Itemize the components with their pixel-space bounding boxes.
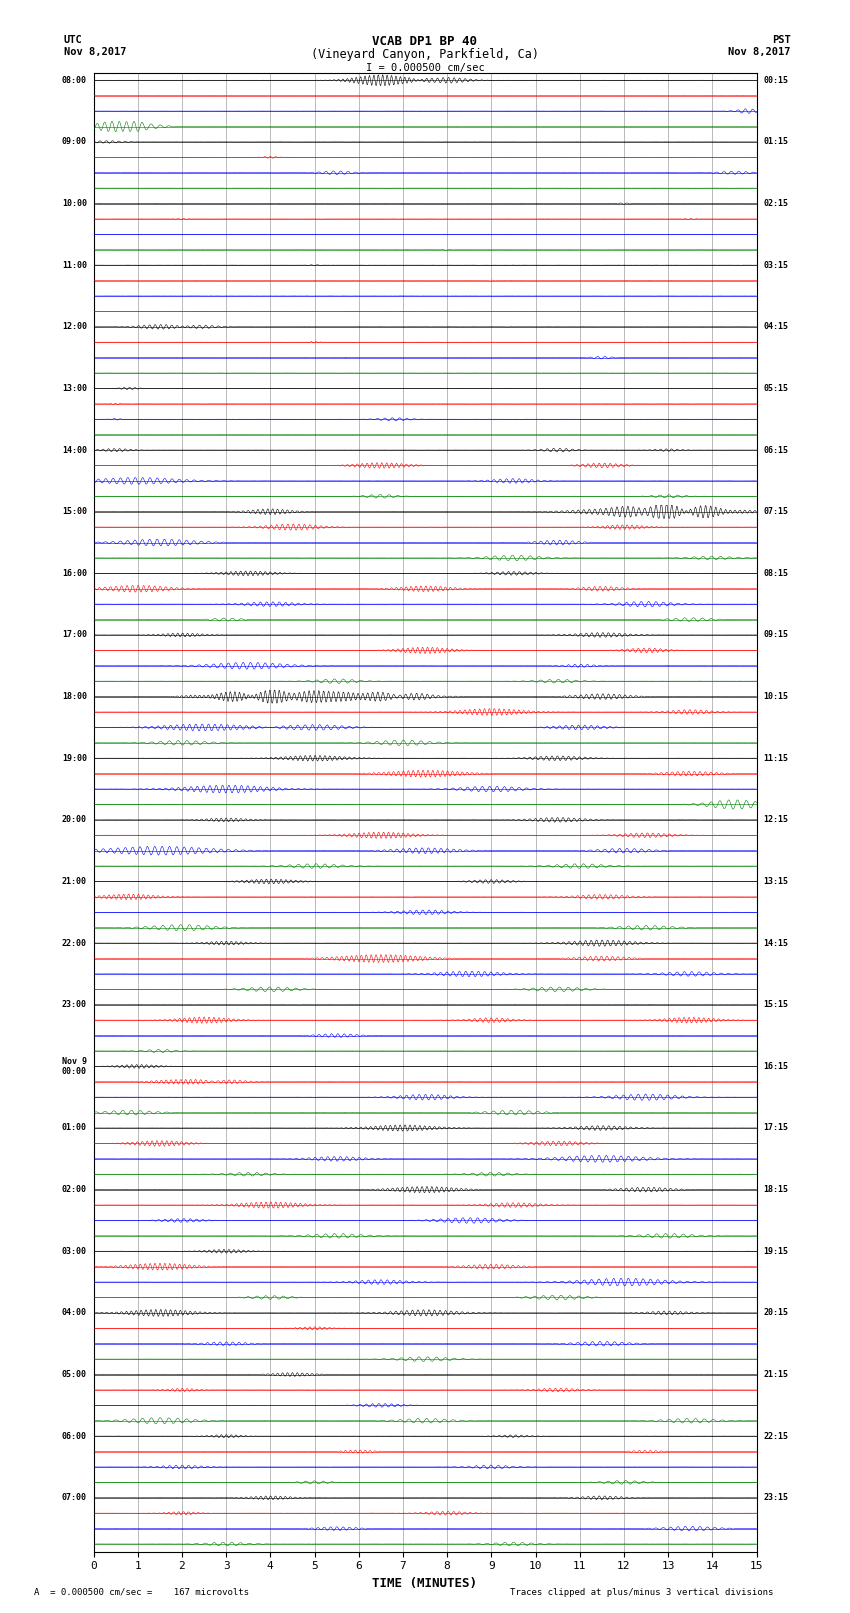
Text: 01:00: 01:00 [62, 1124, 87, 1132]
Text: 14:15: 14:15 [763, 939, 788, 947]
Text: 22:15: 22:15 [763, 1432, 788, 1440]
Text: VCAB DP1 BP 40: VCAB DP1 BP 40 [372, 35, 478, 48]
Text: 10:15: 10:15 [763, 692, 788, 702]
Text: 18:00: 18:00 [62, 692, 87, 702]
Text: PST: PST [772, 35, 791, 45]
Text: 16:15: 16:15 [763, 1061, 788, 1071]
Text: 12:00: 12:00 [62, 323, 87, 331]
Text: 23:15: 23:15 [763, 1494, 788, 1502]
Text: 02:00: 02:00 [62, 1186, 87, 1194]
Text: 19:15: 19:15 [763, 1247, 788, 1257]
Text: 11:15: 11:15 [763, 753, 788, 763]
Text: 15:15: 15:15 [763, 1000, 788, 1010]
Text: 03:00: 03:00 [62, 1247, 87, 1257]
Text: 17:15: 17:15 [763, 1124, 788, 1132]
Text: 09:15: 09:15 [763, 631, 788, 639]
Text: 18:15: 18:15 [763, 1186, 788, 1194]
Text: 14:00: 14:00 [62, 445, 87, 455]
Text: 02:15: 02:15 [763, 198, 788, 208]
Text: 08:15: 08:15 [763, 569, 788, 577]
Text: 23:00: 23:00 [62, 1000, 87, 1010]
Text: Nov 8,2017: Nov 8,2017 [64, 47, 127, 56]
Text: 13:00: 13:00 [62, 384, 87, 394]
Text: 13:15: 13:15 [763, 877, 788, 886]
Text: 19:00: 19:00 [62, 753, 87, 763]
Text: I = 0.000500 cm/sec: I = 0.000500 cm/sec [366, 63, 484, 73]
Text: A  = 0.000500 cm/sec =    167 microvolts: A = 0.000500 cm/sec = 167 microvolts [34, 1587, 249, 1597]
Text: Traces clipped at plus/minus 3 vertical divisions: Traces clipped at plus/minus 3 vertical … [510, 1587, 774, 1597]
Text: 17:00: 17:00 [62, 631, 87, 639]
Text: (Vineyard Canyon, Parkfield, Ca): (Vineyard Canyon, Parkfield, Ca) [311, 48, 539, 61]
Text: 05:00: 05:00 [62, 1369, 87, 1379]
Text: 09:00: 09:00 [62, 137, 87, 147]
Text: 11:00: 11:00 [62, 261, 87, 269]
Text: 21:00: 21:00 [62, 877, 87, 886]
Text: UTC: UTC [64, 35, 82, 45]
Text: 07:00: 07:00 [62, 1494, 87, 1502]
Text: 08:00: 08:00 [62, 76, 87, 85]
Text: 20:15: 20:15 [763, 1308, 788, 1318]
Text: 12:15: 12:15 [763, 815, 788, 824]
Text: 01:15: 01:15 [763, 137, 788, 147]
Text: 16:00: 16:00 [62, 569, 87, 577]
X-axis label: TIME (MINUTES): TIME (MINUTES) [372, 1578, 478, 1590]
Text: 10:00: 10:00 [62, 198, 87, 208]
Text: 21:15: 21:15 [763, 1369, 788, 1379]
Text: 06:15: 06:15 [763, 445, 788, 455]
Text: 22:00: 22:00 [62, 939, 87, 947]
Text: Nov 9
00:00: Nov 9 00:00 [62, 1057, 87, 1076]
Text: 15:00: 15:00 [62, 506, 87, 516]
Text: 06:00: 06:00 [62, 1432, 87, 1440]
Text: Nov 8,2017: Nov 8,2017 [728, 47, 791, 56]
Text: 20:00: 20:00 [62, 815, 87, 824]
Text: 04:00: 04:00 [62, 1308, 87, 1318]
Text: 05:15: 05:15 [763, 384, 788, 394]
Text: 04:15: 04:15 [763, 323, 788, 331]
Text: 07:15: 07:15 [763, 506, 788, 516]
Text: 00:15: 00:15 [763, 76, 788, 85]
Text: 03:15: 03:15 [763, 261, 788, 269]
